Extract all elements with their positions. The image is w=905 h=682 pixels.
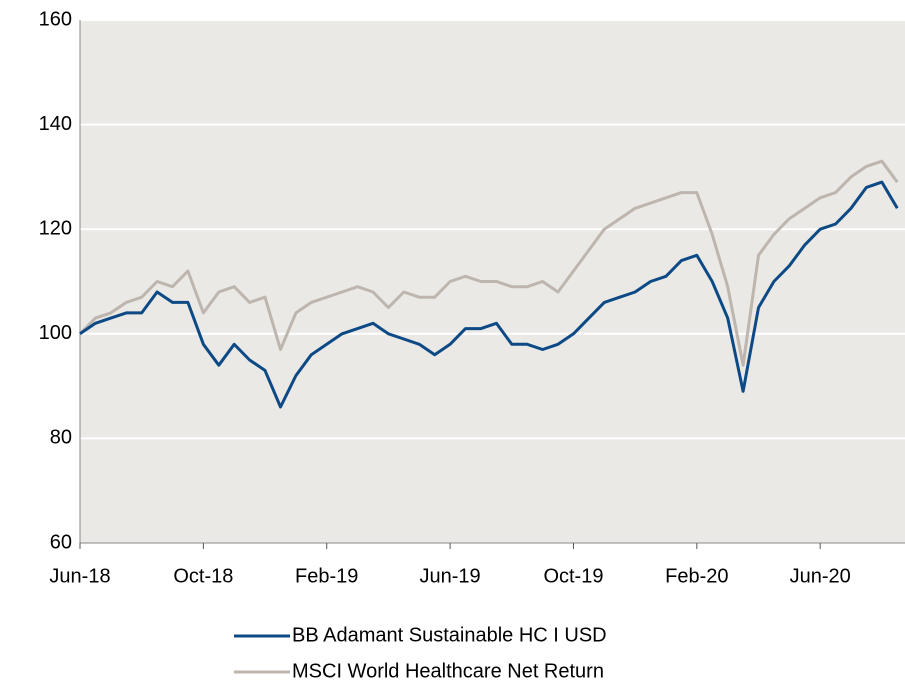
series-line xyxy=(78,159,899,367)
x-tick-label: Feb-20 xyxy=(665,565,728,587)
x-tick-label: Jun-18 xyxy=(49,565,110,587)
x-tick-label: Oct-18 xyxy=(173,565,233,587)
y-tick-label: 60 xyxy=(50,531,72,553)
y-tick-label: 140 xyxy=(39,113,72,135)
x-tick-label: Feb-19 xyxy=(295,565,358,587)
x-tick-label: Jun-19 xyxy=(420,565,481,587)
y-tick-label: 160 xyxy=(39,8,72,30)
x-tick-label: Oct-19 xyxy=(543,565,603,587)
y-tick-label: 120 xyxy=(39,217,72,239)
y-tick-label: 80 xyxy=(50,427,72,449)
legend-label: BB Adamant Sustainable HC I USD xyxy=(292,624,607,646)
y-tick-label: 100 xyxy=(39,322,72,344)
legend-label: MSCI World Healthcare Net Return xyxy=(292,660,604,682)
series-line xyxy=(79,180,899,409)
x-tick-label: Jun-20 xyxy=(790,565,851,587)
